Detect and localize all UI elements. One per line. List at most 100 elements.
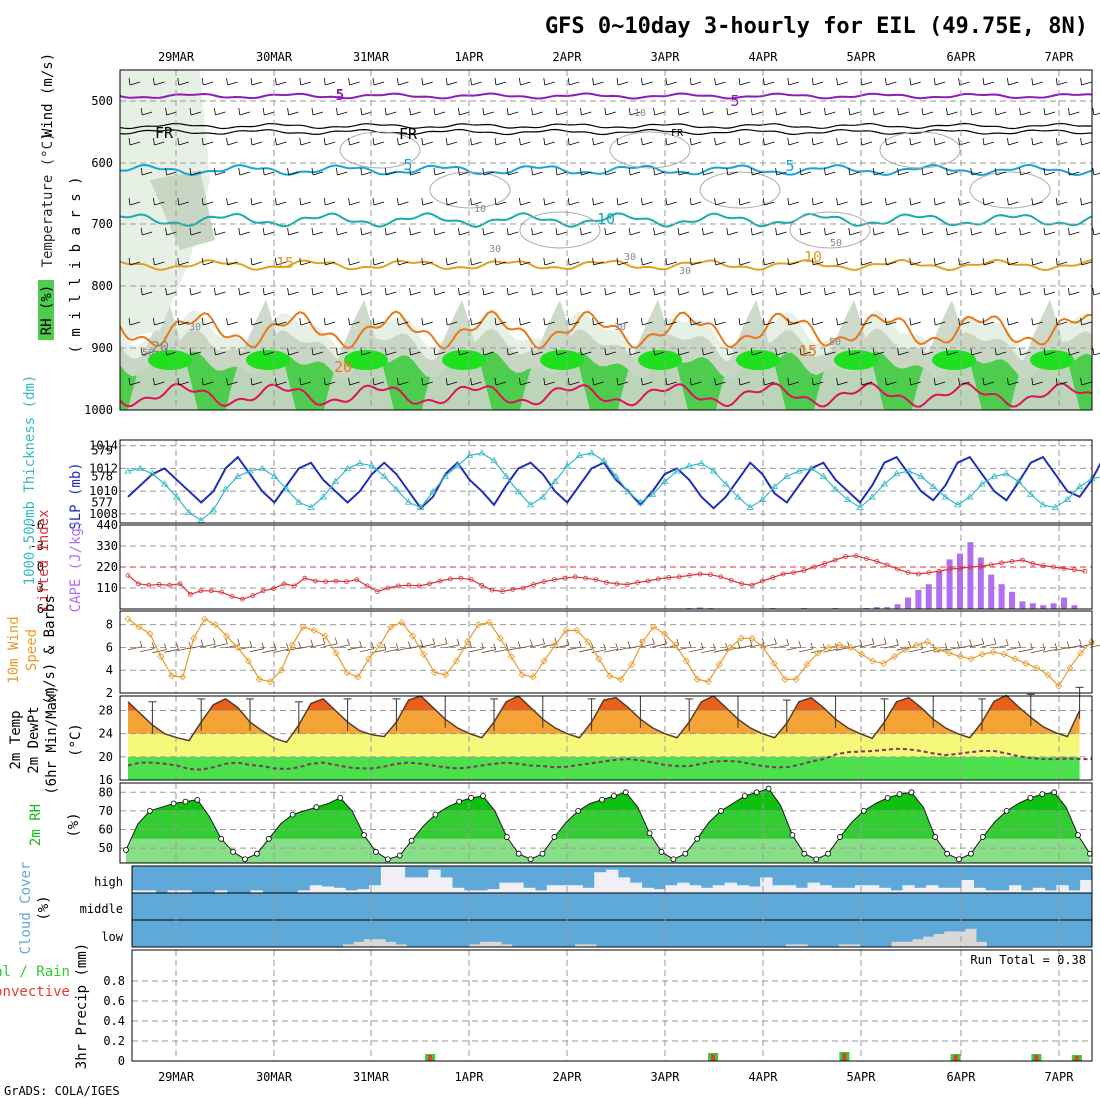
wind10m-barb <box>579 648 594 653</box>
wind-barb-flag <box>909 77 912 86</box>
wind10m-barb <box>481 649 496 654</box>
wind-marker <box>288 641 296 649</box>
wind-barb-flag <box>372 197 375 206</box>
li-marker <box>687 573 692 578</box>
wind-barb <box>264 171 275 176</box>
wind-marker <box>1033 664 1041 672</box>
wind-barb <box>617 141 629 146</box>
rh2m-marker <box>599 796 605 803</box>
wind-barb <box>947 171 958 176</box>
tick-label: 800 <box>91 279 113 293</box>
wind-barb <box>190 171 202 176</box>
cloud-bar-high <box>1020 890 1034 893</box>
wind-barb-flag <box>641 137 643 146</box>
wind-barb-flag <box>689 257 692 266</box>
thickness-marker <box>124 467 132 474</box>
wind-barb <box>654 291 665 296</box>
date-label: 5APR <box>847 50 877 64</box>
li-marker <box>770 575 776 580</box>
wind10m-barb <box>152 649 167 654</box>
rh2m-marker <box>265 835 272 842</box>
wind-barb <box>349 321 360 326</box>
wind-barb <box>593 81 604 86</box>
contour-label: 5 <box>337 89 343 100</box>
rh2m-marker <box>1075 832 1081 838</box>
wind-marker <box>409 632 417 640</box>
wind10m-barb <box>701 649 716 654</box>
cloud-bar-high <box>558 885 572 893</box>
cape-bar <box>936 570 943 609</box>
wind-barb-flag <box>348 197 350 206</box>
contour-line <box>119 258 1093 272</box>
wind-barb <box>434 231 446 236</box>
wind-barb <box>569 261 580 266</box>
wind10m-barb <box>420 643 435 648</box>
thickness-marker <box>331 477 340 484</box>
wind-barb <box>142 291 153 296</box>
wind-barb <box>983 201 995 206</box>
wind-barb <box>1008 381 1019 386</box>
wind-barb-flag <box>641 317 643 326</box>
cloud-bar-low <box>374 939 386 947</box>
wind-barb-flag <box>421 137 424 146</box>
wind-barb-flag <box>933 137 936 146</box>
wind-barb-flag <box>921 347 924 356</box>
cloud-bar-high <box>214 890 228 893</box>
wind-barb <box>520 261 531 266</box>
wind-barb-flag <box>1055 137 1058 146</box>
wind-barb-flag <box>214 227 216 236</box>
cape-bar <box>905 597 911 609</box>
li-marker <box>728 577 734 583</box>
wind10m-barb-flag <box>591 642 594 649</box>
date-label: 29MAR <box>158 1070 195 1084</box>
wind-barb-flag <box>482 167 485 176</box>
rh2m-marker <box>801 850 808 857</box>
li-marker <box>385 585 391 591</box>
precip-ticks: 0.80.60.40.20 <box>103 974 125 1068</box>
wind-barb-flag <box>470 257 472 266</box>
wind10m-barb-flag <box>542 637 545 645</box>
wind-barb-flag <box>592 257 594 266</box>
cloud-bar-low <box>342 944 355 947</box>
wind-barb <box>837 141 848 146</box>
wind-marker <box>858 650 866 658</box>
wind-barb-flag <box>677 287 680 296</box>
wind-marker <box>814 649 822 657</box>
wind-barb-flag <box>958 77 960 86</box>
wind-barb-flag <box>677 347 680 356</box>
wind-barb-flag <box>1092 227 1095 236</box>
wind-barb-flag <box>994 227 997 236</box>
thickness-marker <box>587 449 596 456</box>
wind10m-barb-flag <box>957 641 960 648</box>
contour-line <box>119 382 1093 408</box>
wind-barb <box>593 381 604 386</box>
wind10m-barb <box>737 645 753 649</box>
wind-barb <box>1044 351 1056 356</box>
wind10m-barb-flag <box>896 638 899 646</box>
wind-barb <box>288 171 299 176</box>
rh2m-marker <box>456 798 463 805</box>
wind-barb-flag <box>799 347 802 356</box>
li-marker <box>916 571 921 577</box>
li-frame <box>119 524 1093 610</box>
cloud-bar-low <box>849 944 861 947</box>
wind-barb-flag <box>311 107 314 116</box>
tick-label: 0.8 <box>103 974 125 988</box>
wind10m-barb <box>1042 648 1058 653</box>
wind-barb-flag <box>1080 137 1082 146</box>
wind-barb <box>361 171 372 176</box>
wind-barb-flag <box>470 77 472 86</box>
wind-barb <box>983 381 995 386</box>
wind-marker <box>190 634 198 642</box>
wind-barb-flag <box>275 317 277 326</box>
wind-barb-flag <box>299 197 302 206</box>
wind-barb <box>935 141 946 146</box>
rh-shading <box>120 70 1092 410</box>
wind-speed-axis-title: Speed <box>24 629 40 671</box>
wind-barb <box>617 201 629 206</box>
thickness-marker <box>197 516 205 523</box>
wind-barb <box>276 201 287 206</box>
wind-barb-flag <box>750 167 753 176</box>
li-marker <box>905 570 911 575</box>
thickness-marker <box>1002 469 1011 477</box>
